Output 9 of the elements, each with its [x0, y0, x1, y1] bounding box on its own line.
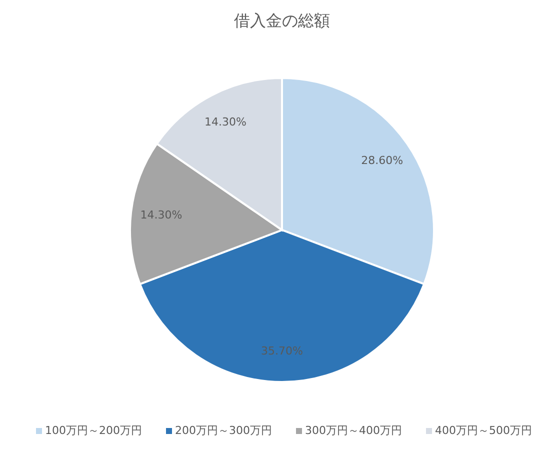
legend-label: 100万円～200万円 — [45, 424, 142, 438]
data-label: 14.30% — [204, 115, 246, 128]
legend-label: 300万円～400万円 — [305, 424, 402, 438]
data-label: 35.70% — [261, 344, 303, 358]
data-label: 28.60% — [361, 154, 404, 167]
legend-label: 400万円～500万円 — [435, 424, 532, 438]
data-label: 14.30% — [140, 208, 182, 222]
legend-label: 200万円～300万円 — [175, 424, 272, 438]
chart-title: 借入金の総額 — [234, 11, 330, 30]
